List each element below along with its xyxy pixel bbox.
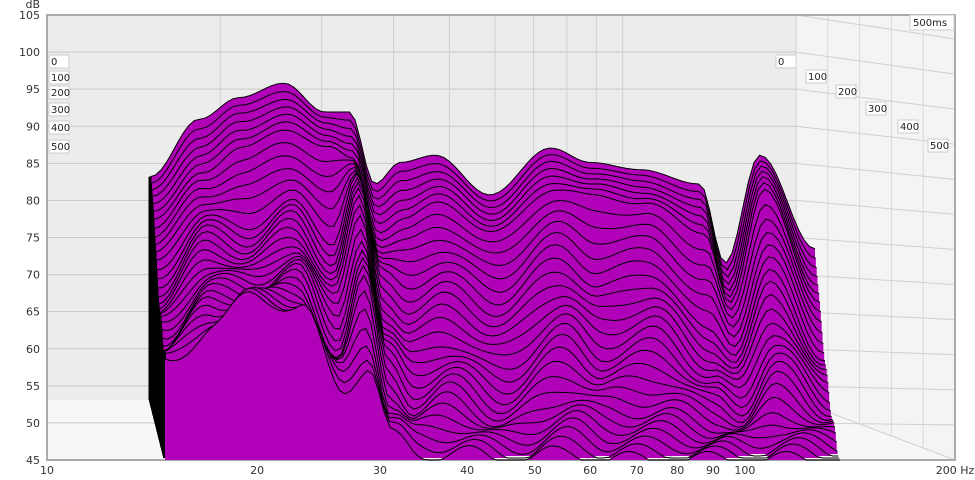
gridline-db-side [795,51,956,75]
y-tick-label: 45 [26,454,40,467]
slice-line [156,181,827,370]
slice-line [163,287,838,452]
time-label-box [865,101,887,116]
x-tick-label: 80 [670,464,684,477]
x-tick-label: 40 [460,464,474,477]
slice-line [149,82,816,264]
slice-line [160,249,833,424]
y-axis-label: dB [25,0,40,11]
x-tick-label: 30 [373,464,387,477]
time-label: 200 [51,88,70,99]
time-label-box [48,120,70,135]
slice-line [152,121,820,298]
y-tick-label: 90 [26,120,40,133]
time-label: 0 [778,57,784,68]
slice-line [153,155,822,323]
x-tick-label: 100 [734,464,755,477]
slice-line [153,142,822,313]
gridline-db-side [795,311,956,321]
slice-line [151,106,818,285]
slice-line [150,98,817,278]
slice-line [162,286,837,444]
time-label: 300 [51,105,70,116]
time-label-box [897,119,919,134]
x-tick-label: 20 [250,464,264,477]
slice-line [155,172,826,362]
slice-fill [165,291,840,460]
slice-line [160,256,834,428]
time-label-box [775,54,797,69]
time-label-box [835,84,857,99]
time-label: 0 [51,57,57,68]
x-tick-label: 200 Hz [936,464,975,477]
time-label: 400 [51,123,70,134]
time-label: 400 [900,122,919,133]
y-tick-label: 105 [19,9,40,22]
x-tick-label: 10 [40,464,54,477]
x-tick-label: 70 [630,464,644,477]
x-tick-label: 90 [706,464,720,477]
slice-line [164,290,840,461]
time-label-box [927,138,949,153]
slice-line [151,113,819,292]
y-tick-label: 95 [26,83,40,96]
time-range-box [909,14,955,31]
time-range-label: 500ms [913,18,947,29]
time-label-box [805,69,827,84]
y-tick-label: 70 [26,269,40,282]
y-tick-label: 55 [26,380,40,393]
slice-line [154,169,824,345]
y-tick-label: 75 [26,232,40,245]
gridline-db-side [795,162,956,180]
slice-line [157,194,829,384]
y-tick-label: 60 [26,343,40,356]
time-label-box [48,102,70,117]
gridline-db-side [795,274,956,286]
gridline-db-side [795,88,956,110]
time-label: 300 [868,104,887,115]
time-label: 100 [51,73,70,84]
slice-line [162,282,837,439]
slice-line [150,90,817,271]
gridline-db-side [795,199,956,215]
x-tick-label: 50 [528,464,542,477]
y-tick-label: 100 [19,46,40,59]
time-label: 100 [808,72,827,83]
slice-line [159,240,832,417]
slice-line [164,287,840,459]
slice-line [158,214,831,404]
slice-line [154,166,823,334]
slice-line [163,286,839,457]
slice-line [155,172,825,354]
gridline-db-side [795,14,956,40]
gridline-db-side [795,237,956,250]
slice-line [158,204,830,394]
slice-line [156,177,826,366]
y-tick-label: 80 [26,194,40,207]
slice-line [152,129,821,304]
time-label: 200 [838,87,857,98]
x-tick-label: 60 [583,464,597,477]
slice-line [159,228,832,412]
slice-line [157,186,828,376]
y-tick-label: 50 [26,417,40,430]
time-label: 500 [930,141,949,152]
time-label-box [48,85,70,100]
slice-line [161,264,835,431]
time-label: 500 [51,142,70,153]
waterfall-surface [148,82,840,461]
time-label-box [48,139,70,154]
y-tick-label: 65 [26,306,40,319]
y-tick-label: 85 [26,157,40,170]
time-label-box [48,70,70,85]
time-label-box [48,54,70,69]
